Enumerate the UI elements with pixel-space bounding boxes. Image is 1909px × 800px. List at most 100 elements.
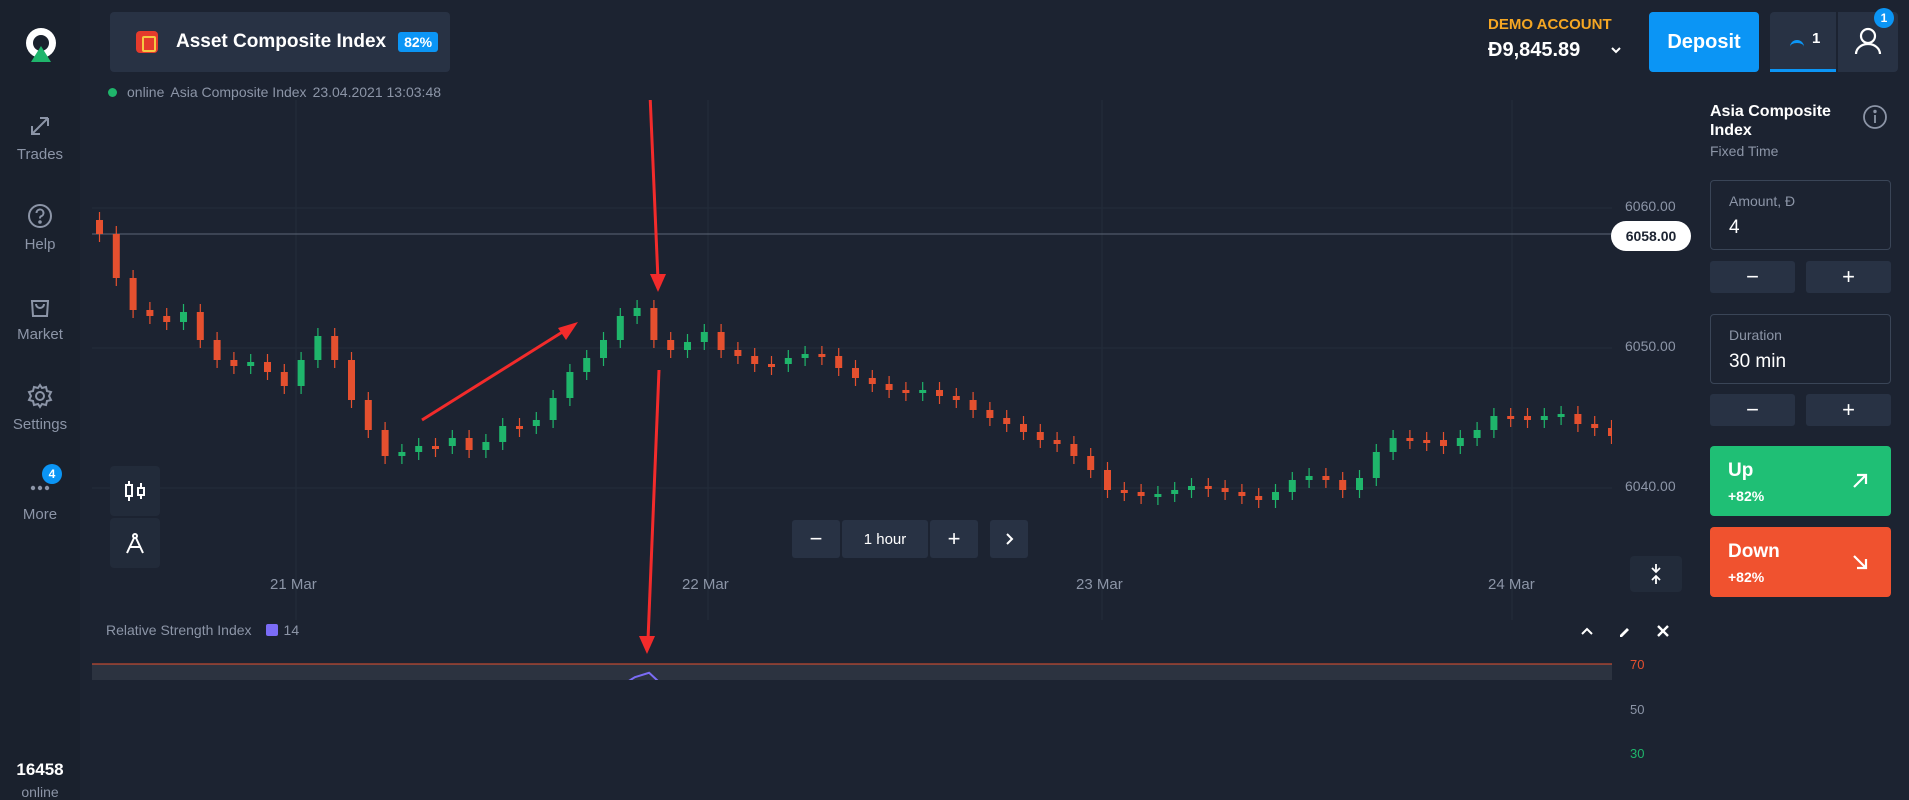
candle-body	[482, 442, 490, 450]
down-trade-button[interactable]: Down +82%	[1710, 527, 1891, 597]
candle-body	[1490, 416, 1498, 430]
duration-value[interactable]: 30 min	[1729, 351, 1787, 372]
candle-body	[1557, 414, 1565, 417]
candle-body	[650, 308, 658, 340]
duration-increase-button[interactable]: +	[1806, 394, 1891, 426]
candle-body	[986, 410, 994, 418]
candle-body	[1255, 496, 1263, 500]
panel-asset-name: Asia Composite Index	[1710, 103, 1831, 139]
candle-body	[1120, 490, 1128, 493]
amount-field[interactable]: Amount, Đ 4	[1710, 180, 1891, 250]
chevron-down-icon[interactable]	[1610, 44, 1622, 56]
rsi-level-lower: 30	[1630, 746, 1645, 761]
amount-decrease-button[interactable]: −	[1710, 261, 1795, 293]
deposit-button[interactable]: Deposit	[1649, 12, 1759, 72]
timeframe-decrease-button[interactable]: −	[792, 520, 840, 558]
candle-body	[1036, 432, 1044, 440]
account-selector[interactable]: DEMO ACCOUNT Đ9,845.89	[1488, 16, 1612, 62]
open-trades-count: 1	[1812, 30, 1821, 47]
timeframe-increase-button[interactable]: +	[930, 520, 978, 558]
candle-body	[129, 278, 137, 310]
candle-body	[768, 364, 775, 367]
candle-body	[264, 362, 271, 372]
candle-body	[1087, 456, 1095, 470]
candle-body	[1540, 416, 1548, 420]
sidebar-item-market[interactable]: Market	[0, 292, 80, 343]
timeframe-label[interactable]: 1 hour	[842, 520, 928, 558]
candle-body	[297, 360, 305, 386]
date-axis-label: 22 Mar	[682, 576, 729, 593]
price-axis-label: 6050.00	[1625, 338, 1676, 354]
amount-value[interactable]: 4	[1729, 217, 1740, 238]
brand-logo-icon[interactable]	[22, 26, 60, 64]
candle-body	[1372, 452, 1380, 478]
chart-collapse-button[interactable]	[1630, 556, 1682, 592]
drawing-tools-button[interactable]	[110, 518, 160, 568]
edit-pencil-icon[interactable]	[1614, 620, 1636, 642]
candle-body	[432, 446, 439, 449]
rsi-indicator-title: Relative Strength Index 14	[106, 622, 299, 638]
compress-arrows-icon	[1651, 564, 1661, 584]
candlestick-chart[interactable]	[92, 100, 1612, 680]
candle-body	[549, 398, 557, 420]
account-type-label: DEMO ACCOUNT	[1488, 16, 1612, 33]
candle-body	[952, 396, 960, 400]
candle-body	[465, 438, 473, 450]
more-badge: 4	[42, 464, 62, 484]
candle-body	[1070, 444, 1078, 456]
amount-increase-button[interactable]: +	[1806, 261, 1891, 293]
candle-body	[1238, 492, 1246, 496]
chart-type-button[interactable]	[110, 466, 160, 516]
candle-body	[1574, 414, 1582, 424]
candle-body	[1608, 428, 1612, 436]
candle-body	[532, 420, 540, 426]
status-online-text: online	[127, 84, 165, 100]
sidebar-item-label: Market	[17, 326, 63, 343]
price-axis-label: 6060.00	[1625, 198, 1676, 214]
candle-body	[499, 426, 507, 442]
annotation-arrowhead	[558, 322, 578, 340]
duration-decrease-button[interactable]: −	[1710, 394, 1795, 426]
up-payout: +82%	[1728, 488, 1765, 504]
candle-body	[280, 372, 288, 386]
asset-tab[interactable]: Asset Composite Index 82%	[110, 12, 450, 72]
candle-body	[213, 340, 221, 360]
sidebar-item-label: Help	[24, 236, 56, 253]
candle-body	[700, 332, 708, 342]
candles-icon	[125, 481, 145, 501]
sidebar-item-help[interactable]: Help	[0, 202, 80, 253]
up-trade-button[interactable]: Up +82%	[1710, 446, 1891, 516]
candle-body	[1507, 416, 1515, 419]
trade-panel: Asia Composite Index Fixed Time Amount, …	[1710, 0, 1909, 800]
sidebar-item-more[interactable]: 4 More	[0, 464, 80, 523]
close-icon[interactable]	[1652, 620, 1674, 642]
rsi-level-upper: 70	[1630, 657, 1645, 672]
chevron-up-icon[interactable]	[1576, 620, 1598, 642]
open-trades-button[interactable]: 1	[1770, 12, 1836, 72]
sidebar-item-settings[interactable]: Settings	[0, 382, 80, 433]
candle-body	[163, 316, 171, 322]
date-axis-label: 21 Mar	[270, 576, 317, 593]
candle-body	[1272, 492, 1279, 500]
candle-body	[1020, 424, 1027, 432]
duration-field[interactable]: Duration 30 min	[1710, 314, 1891, 384]
info-icon[interactable]	[1862, 104, 1888, 130]
annotation-arrowhead	[650, 274, 666, 292]
candle-body	[1137, 492, 1145, 496]
down-label: Down	[1728, 541, 1780, 562]
online-status-dot	[108, 87, 117, 97]
candle-body	[230, 360, 238, 366]
sidebar-item-trades[interactable]: Trades	[0, 112, 80, 163]
current-price-marker: 6058.00	[1611, 221, 1691, 251]
candle-body	[583, 358, 591, 372]
candle-body	[600, 340, 607, 358]
candle-body	[348, 360, 355, 400]
candle-body	[1221, 488, 1229, 492]
candle-body	[566, 372, 574, 398]
up-label: Up	[1728, 460, 1754, 481]
chart-status-line: online Asia Composite Index 23.04.2021 1…	[108, 84, 447, 100]
trades-arrows-icon	[31, 117, 49, 135]
candle-body	[1591, 424, 1599, 428]
chart-scroll-right-button[interactable]	[990, 520, 1028, 558]
candle-body	[1288, 480, 1296, 492]
